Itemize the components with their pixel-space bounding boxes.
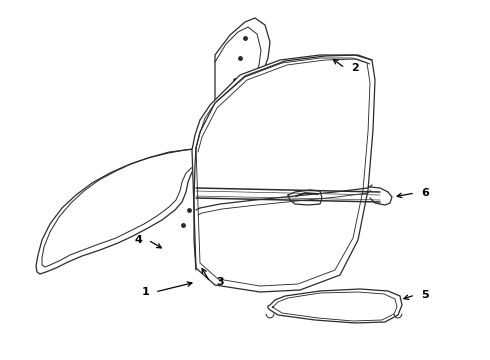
Polygon shape (268, 289, 402, 323)
Text: 6: 6 (421, 188, 429, 198)
Polygon shape (192, 55, 375, 292)
Text: 1: 1 (141, 287, 149, 297)
Text: 2: 2 (351, 63, 359, 73)
Text: 3: 3 (216, 277, 223, 287)
Polygon shape (36, 18, 270, 274)
Text: 4: 4 (134, 235, 142, 245)
Text: 5: 5 (421, 290, 429, 300)
